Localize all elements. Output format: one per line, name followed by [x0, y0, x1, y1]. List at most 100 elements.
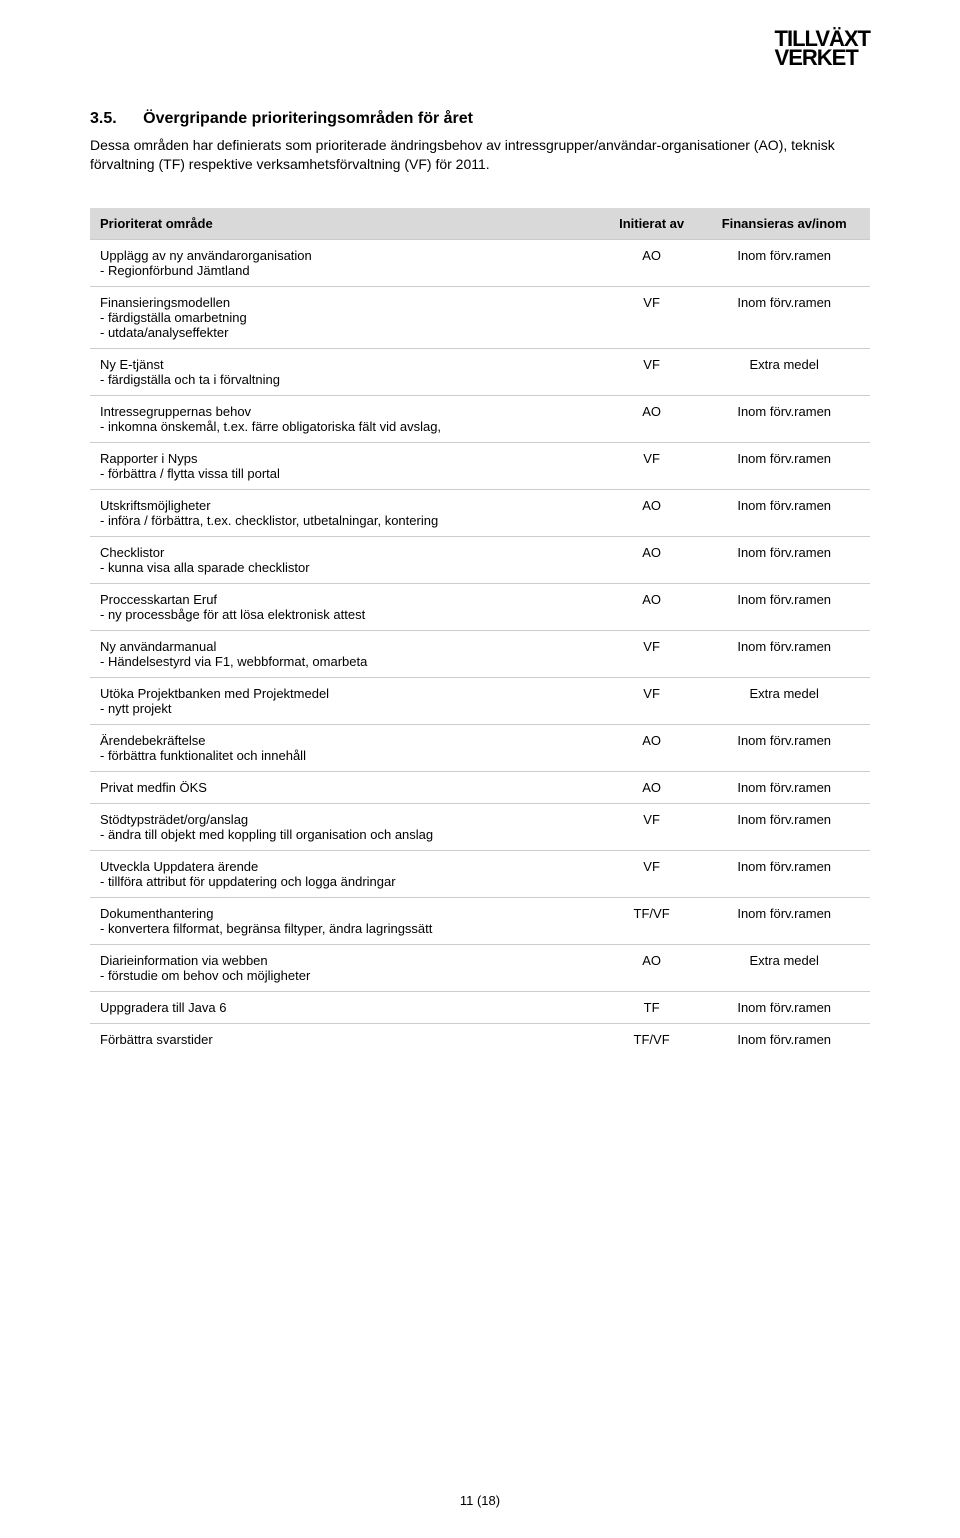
- table-row: Ärendebekräftelse- förbättra funktionali…: [90, 724, 870, 771]
- row-desc: - nytt projekt: [100, 701, 595, 716]
- row-area-cell: Upplägg av ny användarorganisation- Regi…: [90, 239, 605, 286]
- row-area-cell: Förbättra svarstider: [90, 1023, 605, 1055]
- table-row: Stödtypsträdet/org/anslag- ändra till ob…: [90, 803, 870, 850]
- row-desc: - förbättra / flytta vissa till portal: [100, 466, 595, 481]
- row-initiated-cell: VF: [605, 630, 699, 677]
- row-area-cell: Proccesskartan Eruf- ny processbåge för …: [90, 583, 605, 630]
- table-row: Finansieringsmodellen- färdigställa omar…: [90, 286, 870, 348]
- table-row: Intressegruppernas behov- inkomna önskem…: [90, 395, 870, 442]
- row-financed-cell: Inom förv.ramen: [698, 489, 870, 536]
- row-title: Ny E-tjänst: [100, 357, 595, 372]
- row-initiated-cell: AO: [605, 239, 699, 286]
- table-row: Checklistor- kunna visa alla sparade che…: [90, 536, 870, 583]
- table-row: Förbättra svarstiderTF/VFInom förv.ramen: [90, 1023, 870, 1055]
- row-financed-cell: Inom förv.ramen: [698, 442, 870, 489]
- table-row: Privat medfin ÖKS AOInom förv.ramen: [90, 771, 870, 803]
- row-initiated-cell: TF/VF: [605, 1023, 699, 1055]
- row-area-cell: Utskriftsmöjligheter- införa / förbättra…: [90, 489, 605, 536]
- row-desc: - utdata/analyseffekter: [100, 325, 595, 340]
- row-initiated-cell: AO: [605, 771, 699, 803]
- row-desc: - färdigställa omarbetning: [100, 310, 595, 325]
- row-desc: - tillföra attribut för uppdatering och …: [100, 874, 595, 889]
- row-area-cell: Ny användarmanual- Händelsestyrd via F1,…: [90, 630, 605, 677]
- row-title: Upplägg av ny användarorganisation: [100, 248, 595, 263]
- intro-paragraph: Dessa områden har definierats som priori…: [90, 136, 870, 174]
- row-title: Finansieringsmodellen: [100, 295, 595, 310]
- row-title: Utskriftsmöjligheter: [100, 498, 595, 513]
- table-row: Uppgradera till Java 6 TFInom förv.ramen: [90, 991, 870, 1023]
- table-row: Utveckla Uppdatera ärende- tillföra attr…: [90, 850, 870, 897]
- row-title: Ärendebekräftelse: [100, 733, 595, 748]
- row-desc: - ny processbåge för att lösa elektronis…: [100, 607, 595, 622]
- row-title: Rapporter i Nyps: [100, 451, 595, 466]
- row-area-cell: Privat medfin ÖKS: [90, 771, 605, 803]
- row-financed-cell: Extra medel: [698, 944, 870, 991]
- row-initiated-cell: AO: [605, 724, 699, 771]
- row-initiated-cell: AO: [605, 395, 699, 442]
- row-initiated-cell: VF: [605, 803, 699, 850]
- row-initiated-cell: VF: [605, 442, 699, 489]
- table-row: Ny E-tjänst- färdigställa och ta i förva…: [90, 348, 870, 395]
- row-financed-cell: Inom förv.ramen: [698, 991, 870, 1023]
- row-initiated-cell: AO: [605, 944, 699, 991]
- row-area-cell: Rapporter i Nyps- förbättra / flytta vis…: [90, 442, 605, 489]
- row-title: Privat medfin ÖKS: [100, 780, 595, 795]
- row-title: Stödtypsträdet/org/anslag: [100, 812, 595, 827]
- row-financed-cell: Inom förv.ramen: [698, 803, 870, 850]
- table-header-row: Prioriterat område Initierat av Finansie…: [90, 208, 870, 240]
- row-title: Ny användarmanual: [100, 639, 595, 654]
- row-area-cell: Uppgradera till Java 6: [90, 991, 605, 1023]
- section-heading: 3.5. Övergripande prioriteringsområden f…: [90, 110, 870, 128]
- page-number: 11 (18): [0, 1493, 960, 1508]
- row-area-cell: Ny E-tjänst- färdigställa och ta i förva…: [90, 348, 605, 395]
- row-title: Utveckla Uppdatera ärende: [100, 859, 595, 874]
- row-title: Dokumenthantering: [100, 906, 595, 921]
- row-financed-cell: Inom förv.ramen: [698, 1023, 870, 1055]
- row-financed-cell: Inom förv.ramen: [698, 897, 870, 944]
- table-row: Upplägg av ny användarorganisation- Regi…: [90, 239, 870, 286]
- row-desc: - färdigställa och ta i förvaltning: [100, 372, 595, 387]
- row-initiated-cell: TF/VF: [605, 897, 699, 944]
- row-desc: - Regionförbund Jämtland: [100, 263, 595, 278]
- row-desc: - inkomna önskemål, t.ex. färre obligato…: [100, 419, 595, 434]
- brand-logo: TILLVÄXT VERKET: [775, 30, 870, 67]
- row-title: Checklistor: [100, 545, 595, 560]
- row-financed-cell: Inom förv.ramen: [698, 583, 870, 630]
- row-title: Diarieinformation via webben: [100, 953, 595, 968]
- table-header-initiated: Initierat av: [605, 208, 699, 240]
- table-row: Utöka Projektbanken med Projektmedel- ny…: [90, 677, 870, 724]
- row-financed-cell: Inom förv.ramen: [698, 771, 870, 803]
- row-area-cell: Dokumenthantering- konvertera filformat,…: [90, 897, 605, 944]
- row-desc: - förbättra funktionalitet och innehåll: [100, 748, 595, 763]
- row-financed-cell: Inom förv.ramen: [698, 630, 870, 677]
- row-initiated-cell: AO: [605, 489, 699, 536]
- row-financed-cell: Inom förv.ramen: [698, 724, 870, 771]
- table-row: Proccesskartan Eruf- ny processbåge för …: [90, 583, 870, 630]
- table-row: Utskriftsmöjligheter- införa / förbättra…: [90, 489, 870, 536]
- row-area-cell: Finansieringsmodellen- färdigställa omar…: [90, 286, 605, 348]
- row-initiated-cell: VF: [605, 850, 699, 897]
- row-desc: - införa / förbättra, t.ex. checklistor,…: [100, 513, 595, 528]
- row-financed-cell: Inom förv.ramen: [698, 395, 870, 442]
- row-desc: - kunna visa alla sparade checklistor: [100, 560, 595, 575]
- table-row: Dokumenthantering- konvertera filformat,…: [90, 897, 870, 944]
- document-page: TILLVÄXT VERKET 3.5. Övergripande priori…: [0, 0, 960, 1538]
- row-area-cell: Ärendebekräftelse- förbättra funktionali…: [90, 724, 605, 771]
- table-header-financed: Finansieras av/inom: [698, 208, 870, 240]
- row-financed-cell: Inom förv.ramen: [698, 239, 870, 286]
- row-initiated-cell: VF: [605, 677, 699, 724]
- table-header-area: Prioriterat område: [90, 208, 605, 240]
- row-title: Uppgradera till Java 6: [100, 1000, 595, 1015]
- table-row: Ny användarmanual- Händelsestyrd via F1,…: [90, 630, 870, 677]
- heading-number: 3.5.: [90, 110, 117, 127]
- table-row: Rapporter i Nyps- förbättra / flytta vis…: [90, 442, 870, 489]
- row-desc: - förstudie om behov och möjligheter: [100, 968, 595, 983]
- row-initiated-cell: VF: [605, 348, 699, 395]
- row-financed-cell: Extra medel: [698, 677, 870, 724]
- row-initiated-cell: TF: [605, 991, 699, 1023]
- row-desc: - ändra till objekt med koppling till or…: [100, 827, 595, 842]
- row-financed-cell: Inom förv.ramen: [698, 850, 870, 897]
- heading-title: Övergripande prioriteringsområden för år…: [143, 110, 473, 127]
- row-title: Utöka Projektbanken med Projektmedel: [100, 686, 595, 701]
- table-row: Diarieinformation via webben- förstudie …: [90, 944, 870, 991]
